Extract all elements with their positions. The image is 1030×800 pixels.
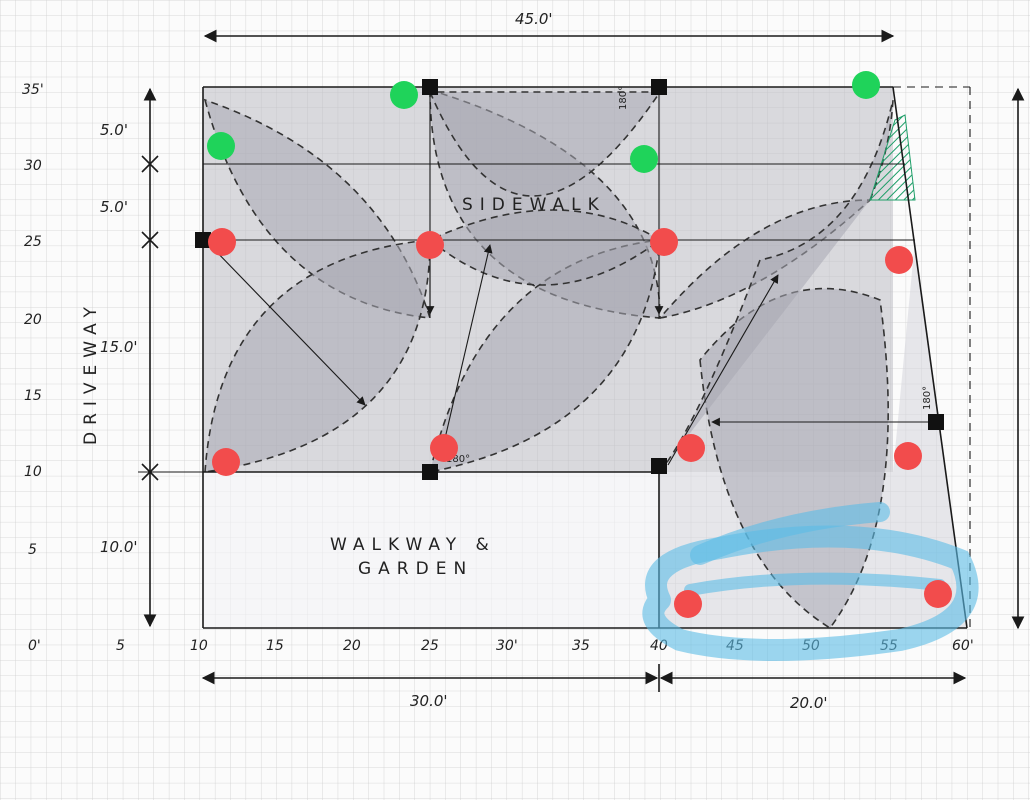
svg-text:5: 5 — [28, 542, 37, 558]
sidewalk-label: SIDEWALK — [462, 195, 606, 215]
svg-text:60': 60' — [952, 638, 974, 654]
pivot-square — [195, 232, 211, 248]
red-marker — [416, 231, 444, 259]
svg-text:30: 30 — [24, 158, 42, 174]
arc-blade — [428, 209, 662, 286]
red-marker — [894, 442, 922, 470]
dim-label: 5.0' — [100, 121, 128, 139]
red-marker — [208, 228, 236, 256]
blue-highlight-scribble — [642, 502, 979, 661]
red-marker — [677, 434, 705, 462]
red-marker — [430, 434, 458, 462]
svg-text:30.0': 30.0' — [410, 692, 448, 710]
red-marker — [924, 580, 952, 608]
y-axis-ticks: 35' 30 25 20 15 10 5 — [22, 82, 44, 558]
red-markers — [208, 228, 952, 618]
pivot-square — [651, 458, 667, 474]
svg-text:5: 5 — [116, 638, 125, 654]
svg-text:15: 15 — [24, 388, 42, 404]
angle-label: 180° — [922, 386, 933, 410]
green-marker — [630, 145, 658, 173]
dim-label: 10.0' — [100, 538, 138, 556]
driveway-label: DRIVEWAY — [81, 300, 101, 445]
svg-text:35: 35 — [572, 638, 590, 654]
green-marker — [207, 132, 235, 160]
red-marker — [650, 228, 678, 256]
dim-label: 15.0' — [100, 338, 138, 356]
svg-text:15: 15 — [266, 638, 284, 654]
dim-label: 5.0' — [100, 198, 128, 216]
pivot-square — [928, 414, 944, 430]
left-dimensions: 5.0' 5.0' 15.0' 10.0' — [100, 87, 203, 628]
svg-text:20: 20 — [24, 312, 42, 328]
pivot-square — [422, 464, 438, 480]
green-marker — [852, 71, 880, 99]
svg-text:45.0': 45.0' — [515, 10, 553, 28]
walkway-label: WALKWAY & — [330, 535, 496, 555]
svg-text:30': 30' — [496, 638, 518, 654]
svg-text:25: 25 — [421, 638, 439, 654]
angle-label: 180° — [446, 454, 470, 465]
red-marker — [674, 590, 702, 618]
svg-text:20.0': 20.0' — [790, 694, 828, 712]
top-dimension: 45.0' — [203, 10, 895, 43]
planted-corner-hatch — [869, 114, 916, 201]
pivot-points — [195, 79, 944, 480]
pivot-square — [651, 79, 667, 95]
garden-label: GARDEN — [358, 559, 473, 579]
arc-blade — [428, 91, 662, 197]
green-markers — [207, 71, 880, 173]
angle-label: 180° — [618, 86, 629, 110]
green-marker — [390, 81, 418, 109]
pivot-square — [422, 79, 438, 95]
svg-text:10: 10 — [190, 638, 208, 654]
svg-text:10: 10 — [24, 464, 42, 480]
svg-text:0': 0' — [28, 638, 41, 654]
red-marker — [885, 246, 913, 274]
svg-text:25: 25 — [24, 234, 42, 250]
svg-text:35': 35' — [22, 82, 44, 98]
bottom-dimensions: 30.0' 20.0' — [201, 664, 967, 712]
red-marker — [212, 448, 240, 476]
svg-text:20: 20 — [343, 638, 361, 654]
